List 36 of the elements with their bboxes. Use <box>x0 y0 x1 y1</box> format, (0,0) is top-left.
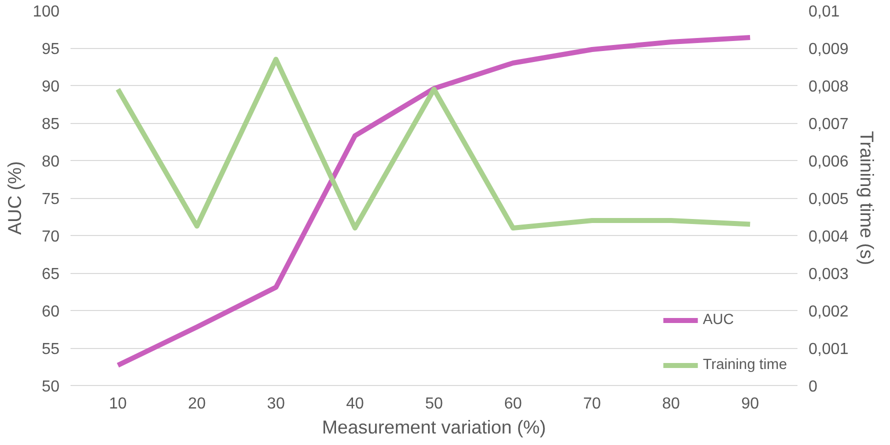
x-axis-title: Measurement variation (%) <box>322 416 546 438</box>
x-tick-label: 30 <box>267 396 285 412</box>
y-tick-label: 65 <box>42 266 60 283</box>
x-tick-label: 70 <box>583 396 602 412</box>
y-tick-label: 80 <box>42 154 60 170</box>
legend-label: AUC <box>702 312 734 328</box>
y2-tick-label: 0 <box>808 378 818 396</box>
y2-tick-label: 0,009 <box>808 41 849 58</box>
y2-tick-label: 0,007 <box>808 116 849 133</box>
y-tick-label: 70 <box>42 228 60 246</box>
x-tick-label: 80 <box>662 396 680 412</box>
x-tick-label: 20 <box>188 396 206 412</box>
x-tick-label: 10 <box>109 396 127 412</box>
y-tick-label: 90 <box>42 78 60 96</box>
y2-tick-label: 0,005 <box>808 191 849 208</box>
x-tick-label: 40 <box>346 396 364 412</box>
y-tick-label: 50 <box>42 378 60 396</box>
legend-label: Training time <box>702 357 787 373</box>
y-axis-title: AUC (%) <box>4 161 25 235</box>
y-tick-label: 55 <box>42 341 60 358</box>
y-tick-label: 75 <box>42 191 60 208</box>
y2-tick-label: 0,002 <box>808 304 849 320</box>
y2-tick-label: 0,003 <box>808 266 849 283</box>
y2-tick-label: 0,006 <box>808 154 849 170</box>
y2-axis-title: Training time (s) <box>856 130 878 266</box>
y-tick-label: 100 <box>32 4 60 20</box>
x-tick-label: 50 <box>425 396 443 412</box>
y2-tick-label: 0,008 <box>808 78 849 96</box>
y2-tick-label: 0,004 <box>808 228 849 246</box>
y-tick-label: 85 <box>42 116 60 133</box>
y-tick-label: 60 <box>42 304 60 320</box>
y-tick-label: 95 <box>42 41 60 58</box>
y2-tick-label: 0,01 <box>808 4 840 20</box>
x-tick-label: 60 <box>504 396 522 412</box>
y2-tick-label: 0,001 <box>808 341 849 358</box>
x-tick-label: 90 <box>741 396 760 412</box>
